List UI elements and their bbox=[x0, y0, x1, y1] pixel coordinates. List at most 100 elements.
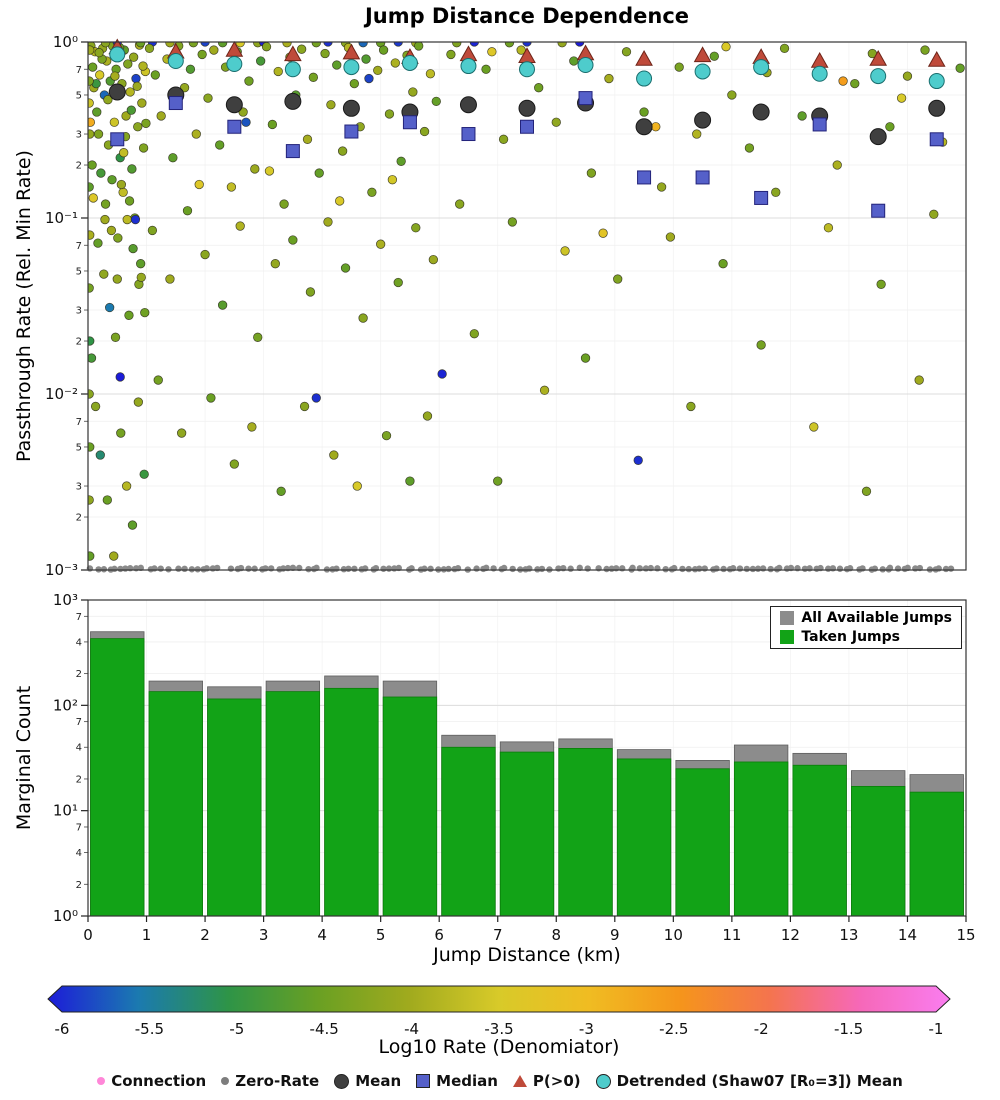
scatter-point bbox=[102, 495, 112, 505]
bar bbox=[90, 638, 145, 917]
scatter-point bbox=[902, 71, 913, 81]
zero-rate-point bbox=[836, 565, 844, 572]
scatter-point bbox=[133, 397, 143, 407]
marker-icon bbox=[416, 1074, 431, 1088]
scatter-point bbox=[96, 168, 106, 178]
scatter-point bbox=[493, 476, 503, 486]
scatter-point bbox=[88, 76, 94, 86]
scatter-point bbox=[103, 95, 113, 105]
y-minor-tick-label: 4 bbox=[76, 637, 82, 648]
scatter-point bbox=[744, 143, 755, 153]
scatter-point bbox=[147, 225, 158, 236]
scatter-point bbox=[296, 44, 307, 54]
zero-rate-point bbox=[245, 565, 252, 572]
scatter-point bbox=[235, 221, 245, 231]
bar bbox=[733, 761, 789, 917]
scatter-point bbox=[656, 182, 667, 192]
x-tick-label: 15 bbox=[956, 926, 975, 944]
zero-rate-point bbox=[806, 565, 813, 572]
colorbar-label: Log10 Rate (Denomiator) bbox=[378, 1036, 620, 1058]
scatter-point bbox=[153, 375, 163, 385]
scatter-point bbox=[876, 279, 886, 289]
scatter-point bbox=[115, 372, 125, 382]
scatter-point bbox=[150, 70, 160, 80]
marker-legend-item: Zero-Rate bbox=[221, 1072, 319, 1090]
zero-rate-band bbox=[86, 564, 955, 573]
scatter-point bbox=[367, 187, 377, 197]
top-y-axis-label: Passthrough Rate (Rel. Min Rate) bbox=[13, 150, 35, 462]
scatter-point bbox=[314, 168, 324, 178]
zero-rate-point bbox=[157, 565, 164, 572]
zero-rate-point bbox=[194, 566, 201, 573]
zero-rate-point bbox=[361, 565, 369, 572]
scatter-point bbox=[560, 246, 570, 256]
zero-rate-point bbox=[759, 565, 767, 572]
scatter-point bbox=[569, 56, 579, 66]
scatter-point bbox=[718, 259, 728, 269]
scatter-point bbox=[247, 422, 257, 432]
scatter-point bbox=[408, 87, 418, 97]
y-minor-tick-label: 4 bbox=[76, 743, 82, 754]
bar bbox=[558, 748, 613, 917]
colorbar-tick-label: -3 bbox=[579, 1020, 594, 1038]
zero-rate-point bbox=[871, 565, 879, 572]
scatter-point bbox=[288, 235, 298, 245]
scatter-point bbox=[130, 214, 141, 225]
scatter-point bbox=[823, 223, 834, 233]
x-tick-label: 10 bbox=[664, 926, 683, 944]
scatter-point bbox=[727, 90, 737, 100]
scatter-point bbox=[88, 129, 95, 139]
scatter-point bbox=[414, 42, 424, 51]
scatter-point bbox=[136, 259, 146, 269]
scatter-point bbox=[396, 156, 406, 166]
zero-rate-point bbox=[267, 565, 275, 572]
scatter-point bbox=[428, 254, 438, 265]
colorbar-tick-label: -2.5 bbox=[659, 1020, 688, 1038]
zero-rate-point bbox=[408, 565, 415, 572]
scatter-point bbox=[203, 93, 213, 103]
scatter-point bbox=[88, 551, 95, 561]
zero-rate-point bbox=[685, 565, 692, 573]
scatter-point bbox=[113, 233, 123, 243]
scatter-point bbox=[326, 100, 336, 110]
scatter-point bbox=[140, 307, 150, 318]
scatter-point bbox=[129, 52, 139, 62]
marker-legend-item: P(>0) bbox=[512, 1072, 581, 1090]
marker-legend-label: P(>0) bbox=[532, 1072, 581, 1090]
scatter-point bbox=[674, 62, 684, 72]
legend-item: All Available Jumps bbox=[780, 610, 952, 626]
scatter-point bbox=[425, 69, 436, 79]
scatter-point bbox=[340, 263, 351, 273]
summary-marker bbox=[460, 58, 477, 75]
zero-rate-point bbox=[603, 565, 610, 573]
summary-marker bbox=[519, 61, 535, 78]
legend-item: Taken Jumps bbox=[780, 629, 952, 645]
scatter-point bbox=[405, 476, 415, 486]
zero-rate-point bbox=[526, 565, 533, 572]
marker-legend-item: Detrended (Shaw07 [R₀=3]) Mean bbox=[595, 1072, 903, 1090]
y-tick-label: 10⁰ bbox=[53, 33, 78, 51]
scatter-point bbox=[128, 243, 138, 254]
chart-title: Jump Distance Dependence bbox=[364, 4, 690, 28]
summary-marker bbox=[402, 115, 417, 130]
triangle-marker-icon bbox=[512, 1075, 527, 1087]
zero-rate-point bbox=[935, 565, 942, 572]
summary-marker bbox=[869, 50, 888, 66]
summary-marker bbox=[635, 118, 653, 136]
scatter-point bbox=[168, 153, 178, 163]
zero-rate-point bbox=[251, 565, 258, 572]
summary-marker bbox=[637, 170, 652, 185]
scatter-point bbox=[323, 217, 333, 227]
scatter-point bbox=[215, 140, 225, 150]
scatter-point bbox=[896, 93, 907, 103]
zero-rate-point bbox=[203, 565, 210, 572]
scatter-point bbox=[299, 401, 310, 412]
zero-rate-point bbox=[859, 565, 866, 572]
scatter-point bbox=[498, 134, 509, 144]
scatter-point bbox=[422, 411, 433, 421]
scatter-point bbox=[121, 481, 132, 491]
summary-marker bbox=[520, 119, 534, 134]
zero-rate-point bbox=[701, 565, 708, 572]
scatter-point bbox=[88, 336, 95, 346]
